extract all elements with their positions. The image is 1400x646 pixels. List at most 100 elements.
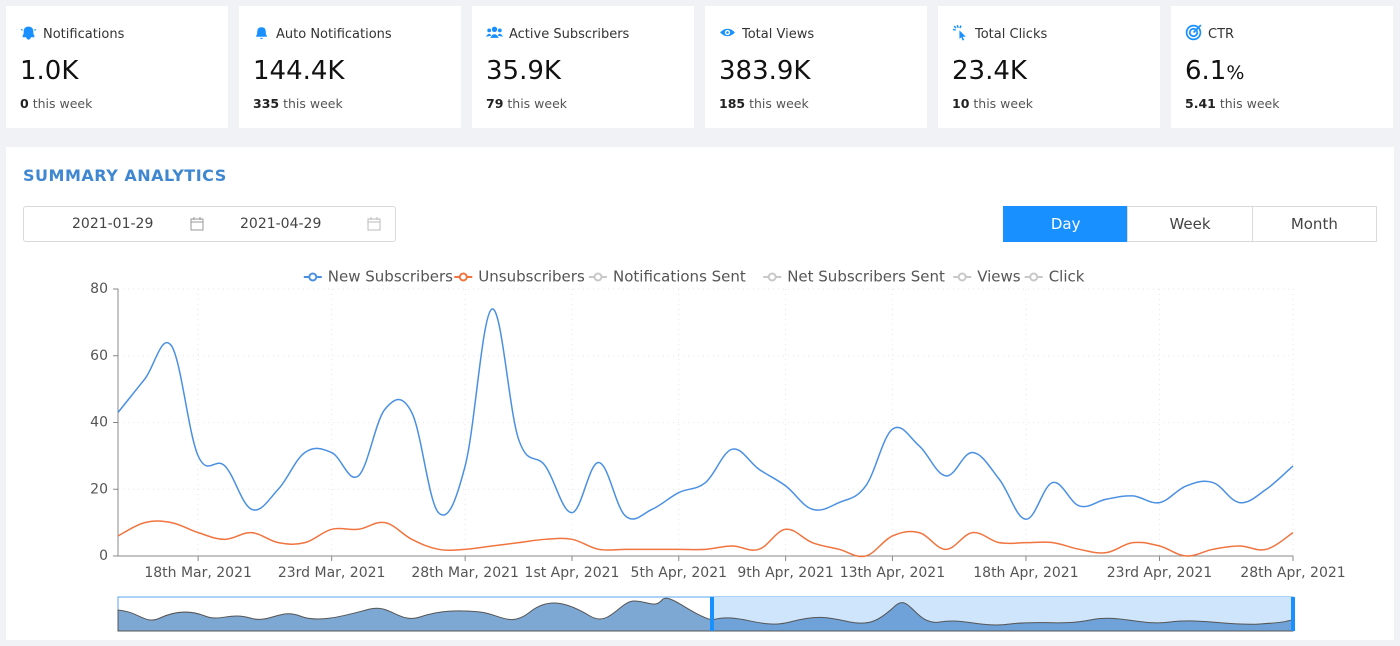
icon-target [1185, 23, 1202, 40]
legend-dot [767, 272, 777, 282]
icon-bell [256, 26, 267, 39]
card-value: 35.9K [486, 56, 561, 86]
legend-dot [458, 272, 468, 282]
legend-item[interactable]: Views [953, 268, 1021, 286]
card-week-text: this week [507, 96, 568, 111]
legend-dot [1029, 272, 1039, 282]
period-buttons: Day Week Month [1003, 206, 1377, 242]
card-week-count: 5.41 [1185, 96, 1216, 111]
stat-card: CTR 6.1% 5.41 this week [1171, 6, 1393, 128]
card-title-row: Notifications [20, 24, 228, 44]
x-tick-label: 13th Apr, 2021 [840, 565, 945, 581]
plot: 0 20 40 60 80 18th Mar, 2021 23rd Mar, 2021 28t… [90, 268, 1346, 582]
card-value: 6.1 [1185, 56, 1227, 86]
card-icon [253, 24, 270, 45]
card-week-row: 185 this week [719, 96, 927, 111]
data-zoom[interactable] [117, 596, 1295, 632]
card-value-row: 6.1% [1185, 56, 1393, 86]
legend-label: Notifications Sent [613, 268, 746, 286]
card-week-count: 10 [952, 96, 970, 111]
legend-label: Views [977, 268, 1021, 286]
legend-item[interactable]: Click [1024, 268, 1085, 286]
period-button[interactable]: Month [1251, 206, 1377, 242]
card-week-text: this week [32, 96, 93, 111]
card-week-count: 185 [719, 96, 746, 111]
card-icon [719, 24, 736, 45]
card-week-text: this week [749, 96, 809, 111]
y-tick-label: 20 [90, 481, 108, 497]
card-unit: % [1226, 62, 1245, 84]
card-title: Total Views [742, 26, 815, 42]
card-week-count: 335 [253, 96, 280, 111]
card-value: 23.4K [952, 56, 1027, 86]
card-value-row: 144.4K [253, 56, 461, 86]
legend-item[interactable]: New Subscribers [303, 268, 453, 286]
card-week-count: 79 [486, 96, 504, 111]
date-range[interactable]: 2021-01-29 2021-04-29 [23, 206, 396, 242]
card-title: CTR [1208, 26, 1235, 42]
card-title-row: Total Views [719, 24, 927, 44]
card-week-row: 5.41 this week [1185, 96, 1393, 111]
card-week-text: this week [973, 96, 1034, 111]
panel-title: SUMMARY ANALYTICS [23, 166, 227, 185]
card-week-row: 0 this week [20, 96, 228, 111]
x-tick-label: 18th Mar, 2021 [144, 565, 252, 581]
card-icon [952, 24, 969, 45]
y-tick-label: 40 [90, 415, 108, 431]
legend-label: New Subscribers [328, 268, 453, 286]
card-title-row: CTR [1185, 23, 1393, 45]
x-tick-label: 5th Apr, 2021 [631, 565, 727, 581]
legend-dot [593, 272, 603, 282]
legend-dot [308, 272, 318, 282]
stat-card: Active Subscribers 35.9K 79 this week [472, 6, 694, 128]
card-value: 144.4K [253, 56, 345, 86]
x-tick-label: 28th Mar, 2021 [411, 565, 519, 581]
stat-card: Total Clicks 23.4K 10 this week [938, 6, 1160, 128]
legend-label: Click [1049, 268, 1085, 286]
series-line [117, 520, 1294, 558]
card-icon [486, 24, 503, 45]
y-tick-label: 60 [90, 348, 108, 364]
card-value-row: 383.9K [719, 56, 927, 86]
card-week-text: this week [283, 96, 343, 111]
icon-users [486, 26, 503, 38]
card-value-row: 1.0K [20, 56, 228, 86]
legend-label: Net Subscribers Sent [787, 268, 945, 286]
card-title: Active Subscribers [509, 26, 630, 42]
legend: New Subscribers Unsubscribers Notification… [303, 268, 1085, 286]
card-week-row: 10 this week [952, 96, 1160, 111]
legend-item[interactable]: Unsubscribers [454, 268, 585, 286]
legend-item[interactable]: Net Subscribers Sent [763, 268, 945, 286]
calendar-icon [190, 217, 204, 231]
card-title-row: Auto Notifications [253, 24, 461, 44]
date-start[interactable]: 2021-01-29 [72, 216, 154, 232]
y-tick-label: 0 [99, 548, 108, 564]
series-line [117, 308, 1294, 521]
period-button[interactable]: Day [1003, 206, 1129, 242]
x-tick-label: 23rd Mar, 2021 [278, 565, 386, 581]
card-icon [20, 24, 37, 45]
legend-label: Unsubscribers [478, 268, 585, 286]
card-title-row: Active Subscribers [486, 24, 694, 44]
icon-bell-ring [20, 26, 37, 40]
card-value: 383.9K [719, 56, 811, 86]
x-tick-label: 1st Apr, 2021 [525, 565, 620, 581]
summary-panel: SUMMARY ANALYTICS 2021-01-29 2021-04-29 … [6, 147, 1394, 640]
date-end[interactable]: 2021-04-29 [240, 216, 322, 232]
card-title-row: Total Clicks [952, 24, 1160, 44]
card-value: 1.0K [20, 56, 79, 86]
icon-click [952, 24, 966, 40]
card-week-row: 79 this week [486, 96, 694, 111]
legend-dot [957, 272, 967, 282]
card-title: Notifications [43, 26, 125, 42]
x-tick-label: 23rd Apr, 2021 [1107, 565, 1212, 581]
card-icon [1185, 23, 1202, 45]
calendar-icon [367, 217, 381, 231]
stat-card: Notifications 1.0K 0 this week [6, 6, 228, 128]
legend-item[interactable]: Notifications Sent [589, 268, 746, 286]
stat-card: Total Views 383.9K 185 this week [705, 6, 927, 128]
card-value-row: 23.4K [952, 56, 1160, 86]
y-tick-label: 80 [90, 281, 108, 297]
